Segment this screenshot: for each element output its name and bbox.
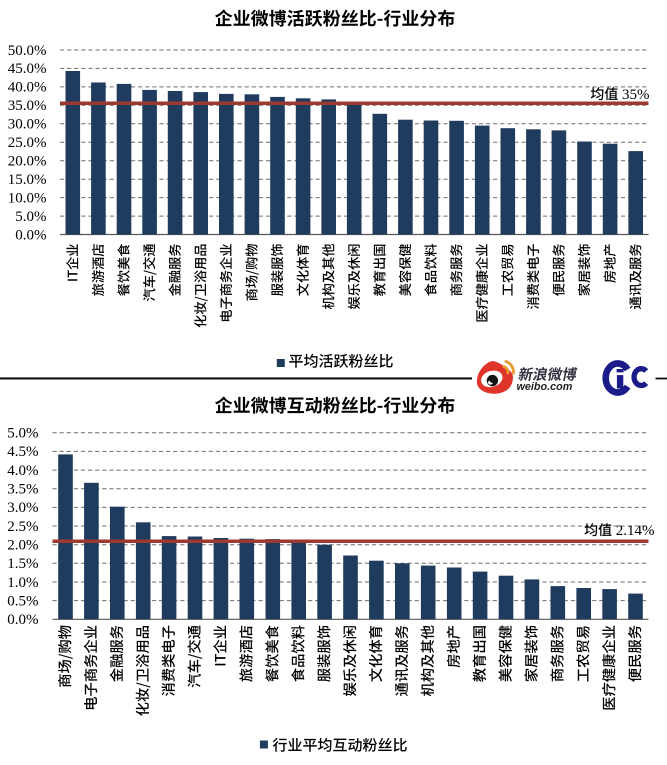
svg-text:3.0%: 3.0% [7,500,38,516]
svg-text:1.5%: 1.5% [7,556,38,572]
svg-text:15.0%: 15.0% [8,172,47,188]
svg-text:2.0%: 2.0% [7,538,38,554]
svg-text:40.0%: 40.0% [8,80,47,96]
svg-text:3.5%: 3.5% [7,482,38,498]
svg-text:1.0%: 1.0% [7,575,38,591]
svg-text:4.5%: 4.5% [7,444,38,460]
svg-text:2.14%: 2.14% [616,523,655,539]
svg-text:0.0%: 0.0% [15,227,46,243]
svg-text:25.0%: 25.0% [8,135,47,151]
svg-text:2.5%: 2.5% [7,519,38,535]
svg-text:0.0%: 0.0% [7,612,38,628]
svg-text:5.0%: 5.0% [15,209,46,225]
svg-text:20.0%: 20.0% [8,154,47,170]
svg-text:weibo.com: weibo.com [517,381,573,393]
svg-text:10.0%: 10.0% [8,190,47,206]
svg-text:35.0%: 35.0% [8,98,47,114]
svg-text:50.0%: 50.0% [8,43,47,59]
svg-text:35%: 35% [622,87,650,103]
svg-text:0.5%: 0.5% [7,593,38,609]
svg-text:4.0%: 4.0% [7,463,38,479]
svg-text:30.0%: 30.0% [8,117,47,133]
svg-text:45.0%: 45.0% [8,61,47,77]
svg-text:5.0%: 5.0% [7,426,38,442]
